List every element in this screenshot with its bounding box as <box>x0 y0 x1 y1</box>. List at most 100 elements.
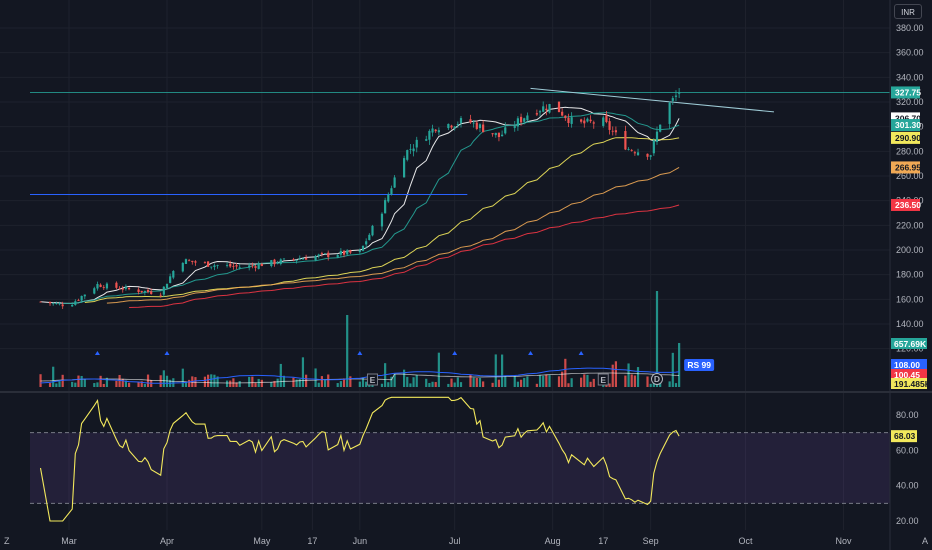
time-label: May <box>253 536 271 546</box>
volume-bar <box>238 381 241 387</box>
candle-body <box>586 118 589 122</box>
volume-bar <box>55 383 58 387</box>
rsi-badge-label: 68.03 <box>894 431 916 441</box>
volume-bar <box>406 376 409 387</box>
dividend-marker-label: D <box>654 374 660 384</box>
volume-bar <box>624 375 627 387</box>
candle-body <box>225 265 229 266</box>
candle-body <box>602 117 605 126</box>
footer-left-label: Z <box>4 536 10 546</box>
candle-body <box>210 266 213 268</box>
volume-bar <box>545 374 548 387</box>
volume-bar <box>434 382 437 387</box>
volume-bar <box>105 377 109 387</box>
candle-body <box>206 261 210 267</box>
volume-bar <box>336 383 339 387</box>
time-label: Jul <box>449 536 461 546</box>
volume-bar <box>567 383 570 387</box>
candle-body <box>137 289 140 293</box>
volume-bar <box>497 379 501 387</box>
rs-new-high-marker <box>528 351 534 355</box>
candle-body <box>346 250 349 255</box>
candle-body <box>257 263 260 269</box>
price-badge-label: 327.75 <box>895 87 921 97</box>
candle-body <box>580 119 583 122</box>
candle-body <box>678 92 681 94</box>
candle-body <box>453 126 456 129</box>
candle-body <box>434 129 437 132</box>
volume-badge-label: 100.45 <box>894 370 920 380</box>
candle-body <box>393 177 396 188</box>
candle-body <box>39 301 42 303</box>
volume-bar <box>203 376 207 387</box>
volume-bar <box>323 379 327 387</box>
moving-average-line <box>129 204 680 308</box>
candle-body <box>292 259 295 261</box>
volume-bar <box>668 381 671 387</box>
volume-bar <box>74 382 77 387</box>
volume-bar <box>257 378 260 387</box>
dividend-marker[interactable] <box>651 373 663 385</box>
earnings-marker[interactable] <box>597 373 609 386</box>
candle-body <box>371 225 374 236</box>
volume-bar <box>314 368 317 387</box>
footer-right-label: A <box>922 536 928 546</box>
candle-body <box>459 118 463 124</box>
candle-body <box>668 102 671 124</box>
price-tick-label: 160.00 <box>896 294 924 304</box>
candle-body <box>188 260 191 262</box>
volume-bar <box>225 380 229 387</box>
candle-body <box>636 152 640 156</box>
rsi-tick-label: 20.00 <box>896 516 919 526</box>
candle-body <box>406 150 409 160</box>
candle-body <box>630 150 633 152</box>
candle-body <box>349 250 352 253</box>
candle-body <box>491 133 494 135</box>
candle-body <box>96 283 99 289</box>
volume-bar <box>557 376 561 387</box>
trendline[interactable] <box>530 87 775 113</box>
volume-bar <box>472 377 475 387</box>
candle-body <box>652 140 655 154</box>
volume-badge <box>891 378 927 389</box>
candle-body <box>390 188 393 195</box>
volume-badge-label: 191.485K <box>894 379 932 389</box>
candle-body <box>140 290 143 293</box>
volume-bar <box>671 352 674 387</box>
volume-bar <box>270 382 273 387</box>
volume-bar <box>213 374 216 387</box>
candle-body <box>557 101 561 113</box>
volume-bar <box>570 378 573 387</box>
candle-body <box>570 117 573 124</box>
volume-bar <box>188 379 191 387</box>
volume-bar <box>437 352 440 387</box>
volume-bar <box>260 379 263 387</box>
candle-body <box>542 106 545 112</box>
volume-bar <box>633 375 636 387</box>
candle-body <box>611 130 614 132</box>
candle-body <box>561 111 564 116</box>
candle-body <box>624 131 627 150</box>
volume-bar <box>412 377 415 387</box>
candle-body <box>52 303 55 304</box>
volume-bar <box>52 366 55 387</box>
candle-body <box>191 260 194 262</box>
earnings-marker-label: E <box>600 375 606 385</box>
candle-body <box>143 290 146 293</box>
candle-body <box>304 257 308 260</box>
earnings-marker[interactable] <box>366 373 378 386</box>
volume-bar <box>649 383 652 387</box>
price-pane[interactable] <box>30 87 890 310</box>
candle-body <box>181 262 184 272</box>
rsi-pane[interactable] <box>30 396 890 522</box>
candle-body <box>118 288 121 290</box>
volume-bar <box>254 382 257 387</box>
candle-body <box>323 253 327 255</box>
candle-body <box>504 127 507 134</box>
volume-bar <box>77 375 80 387</box>
volume-bar <box>409 383 412 387</box>
volume-bar <box>425 378 428 387</box>
currency-button[interactable]: INR <box>894 4 922 19</box>
candle-body <box>121 288 124 290</box>
